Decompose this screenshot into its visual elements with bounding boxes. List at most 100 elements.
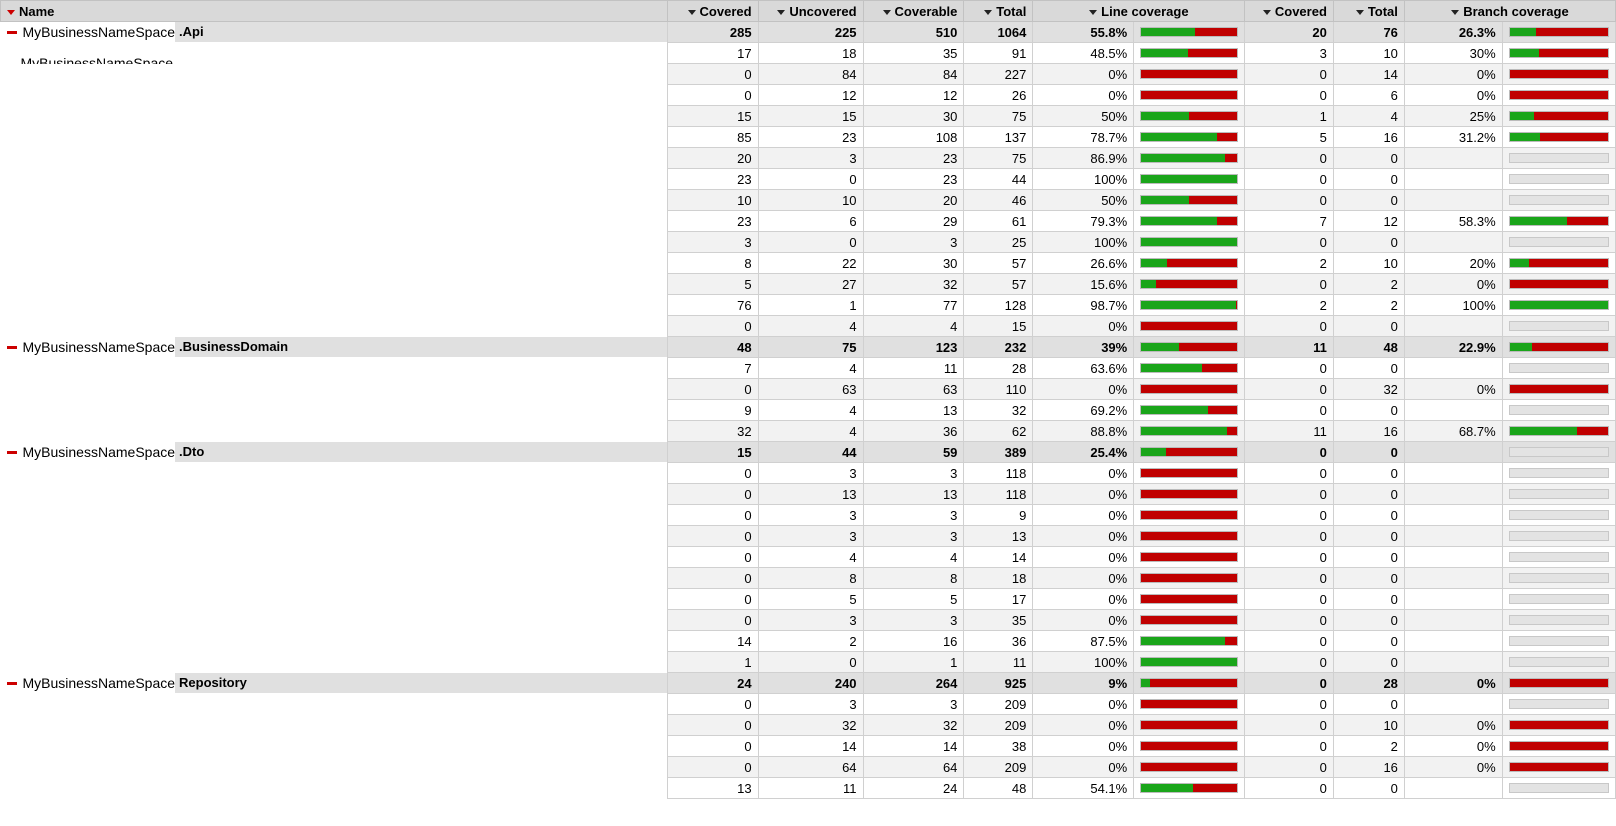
branch-coverage-pct-cell xyxy=(1403,189,1503,211)
class-row[interactable]: 13 11 24 48 54.1% 0 0 xyxy=(0,777,1616,799)
class-row[interactable]: 7 4 11 28 63.6% 0 0 xyxy=(0,357,1616,379)
class-row[interactable]: 0 3 3 209 0% 0 0 xyxy=(0,693,1616,715)
branch-total-column-header[interactable]: Total xyxy=(1332,0,1405,22)
class-row[interactable]: 0 4 4 14 0% 0 0 xyxy=(0,546,1616,568)
class-row[interactable]: 76 1 77 128 98.7% 2 2 100% xyxy=(0,294,1616,316)
line-coverage-bar xyxy=(1133,105,1246,127)
class-row[interactable]: 0 3 3 9 0% 0 0 xyxy=(0,504,1616,526)
coverable-cell: 32 xyxy=(862,714,965,736)
class-row[interactable]: 20 3 23 75 86.9% 0 0 xyxy=(0,147,1616,169)
total-cell: 128 xyxy=(963,294,1034,316)
class-row[interactable]: 8 22 30 57 26.6% 2 10 20% xyxy=(0,252,1616,274)
class-row[interactable]: 0 8 8 18 0% 0 0 xyxy=(0,567,1616,589)
branch-covered-cell: 0 xyxy=(1244,168,1334,190)
coverable-cell: 59 xyxy=(862,441,965,463)
class-row[interactable]: 15 15 30 75 50% 1 4 25% xyxy=(0,105,1616,127)
class-row[interactable]: 1 0 1 11 100% 0 0 xyxy=(0,651,1616,673)
branch-coverage-pct-cell: 0% xyxy=(1403,273,1503,295)
class-row[interactable]: 0 64 64 209 0% 0 16 0% xyxy=(0,756,1616,778)
class-row[interactable]: 0 63 63 110 0% 0 32 0% xyxy=(0,378,1616,400)
class-name-cell xyxy=(0,567,668,589)
class-row[interactable]: 10 10 20 46 50% 0 0 xyxy=(0,189,1616,211)
branch-total-cell: 16 xyxy=(1332,420,1405,442)
branch-coverage-pct-cell: 20% xyxy=(1403,252,1503,274)
total-cell: 46 xyxy=(963,189,1034,211)
class-row[interactable]: 0 3 3 13 0% 0 0 xyxy=(0,525,1616,547)
uncovered-fill xyxy=(1540,133,1608,141)
branch-covered-cell: 5 xyxy=(1244,126,1334,148)
coverable-cell: 3 xyxy=(862,693,965,715)
class-row[interactable]: 23 6 29 61 79.3% 7 12 58.3% xyxy=(0,210,1616,232)
class-row[interactable]: 5 27 32 57 15.6% 0 2 0% xyxy=(0,273,1616,295)
uncovered-cell: 0 xyxy=(757,651,864,673)
class-row[interactable]: MyBusinessNameSpace 17 18 35 91 48.5% 3 10 30% xyxy=(0,42,1616,64)
branch-coverage-bar xyxy=(1501,399,1616,421)
namespace-prefix: MyBusinessNameSpace xyxy=(22,444,176,460)
uncovered-column-header[interactable]: Uncovered xyxy=(757,0,864,22)
namespace-name[interactable]: MyBusinessNameSpace .BusinessDomain xyxy=(0,336,668,358)
class-row[interactable]: 9 4 13 32 69.2% 0 0 xyxy=(0,399,1616,421)
class-row[interactable]: 0 32 32 209 0% 0 10 0% xyxy=(0,714,1616,736)
line-coverage-bar xyxy=(1133,588,1246,610)
coverable-cell: 4 xyxy=(862,315,965,337)
line-coverage-pct-cell: 39% xyxy=(1032,336,1135,358)
class-row[interactable]: 0 84 84 227 0% 0 14 0% xyxy=(0,63,1616,85)
uncovered-fill xyxy=(1217,217,1238,225)
class-row[interactable]: 0 12 12 26 0% 0 6 0% xyxy=(0,84,1616,106)
line-coverage-bar xyxy=(1133,357,1246,379)
coverable-cell: 3 xyxy=(862,525,965,547)
covered-cell: 0 xyxy=(666,714,759,736)
branch-coverage-bar xyxy=(1501,441,1616,463)
collapse-icon[interactable] xyxy=(6,30,17,34)
branch-coverage-bar xyxy=(1501,504,1616,526)
class-row[interactable]: 0 4 4 15 0% 0 0 xyxy=(0,315,1616,337)
covered-cell: 0 xyxy=(666,735,759,757)
sort-down-icon xyxy=(882,9,891,15)
class-row[interactable]: 0 3 3 35 0% 0 0 xyxy=(0,609,1616,631)
uncovered-cell: 3 xyxy=(757,147,864,169)
line-coverage-pct-cell: 15.6% xyxy=(1032,273,1135,295)
branch-coverage-pct-cell: 0% xyxy=(1403,84,1503,106)
collapse-icon[interactable] xyxy=(6,345,17,349)
line-coverage-bar xyxy=(1133,609,1246,631)
collapse-icon[interactable] xyxy=(6,681,17,685)
uncovered-cell: 63 xyxy=(757,378,864,400)
total-cell: 75 xyxy=(963,147,1034,169)
total-column-header[interactable]: Total xyxy=(963,0,1034,22)
namespace-suffix: Repository xyxy=(175,673,667,693)
collapse-icon[interactable] xyxy=(6,450,17,454)
namespace-name[interactable]: MyBusinessNameSpace .Api xyxy=(0,21,668,43)
class-row[interactable]: 0 14 14 38 0% 0 2 0% xyxy=(0,735,1616,757)
branch-covered-column-header[interactable]: Covered xyxy=(1244,0,1334,22)
name-column-header[interactable]: Name xyxy=(0,0,668,22)
uncovered-cell: 4 xyxy=(757,399,864,421)
line-coverage-column-header[interactable]: Line coverage xyxy=(1032,0,1246,22)
branch-coverage-column-header[interactable]: Branch coverage xyxy=(1403,0,1616,22)
namespace-name[interactable]: MyBusinessNameSpace Repository xyxy=(0,672,668,694)
covered-fill xyxy=(1509,343,1533,351)
namespace-group-row[interactable]: MyBusinessNameSpace .BusinessDomain 48 75 12… xyxy=(0,336,1616,358)
covered-column-header[interactable]: Covered xyxy=(666,0,759,22)
class-row[interactable]: 0 3 3 118 0% 0 0 xyxy=(0,462,1616,484)
branch-total-cell: 0 xyxy=(1332,525,1405,547)
namespace-group-row[interactable]: MyBusinessNameSpace .Dto 15 44 59 389 25.4% 0 0 xyxy=(0,441,1616,463)
namespace-group-row[interactable]: MyBusinessNameSpace Repository 24 240 264 925… xyxy=(0,672,1616,694)
class-row[interactable]: 14 2 16 36 87.5% 0 0 xyxy=(0,630,1616,652)
class-name-cell xyxy=(0,378,668,400)
namespace-group-row[interactable]: MyBusinessNameSpace .Api 285 225 510 1064 55.8… xyxy=(0,21,1616,43)
class-row[interactable]: 0 13 13 118 0% 0 0 xyxy=(0,483,1616,505)
class-row[interactable]: 3 0 3 25 100% 0 0 xyxy=(0,231,1616,253)
namespace-name[interactable]: MyBusinessNameSpace .Dto xyxy=(0,441,668,463)
branch-total-cell: 0 xyxy=(1332,357,1405,379)
branch-covered-cell: 7 xyxy=(1244,210,1334,232)
class-row[interactable]: 0 5 5 17 0% 0 0 xyxy=(0,588,1616,610)
branch-total-cell: 16 xyxy=(1332,126,1405,148)
class-row[interactable]: 23 0 23 44 100% 0 0 xyxy=(0,168,1616,190)
line-coverage-bar xyxy=(1133,189,1246,211)
class-row[interactable]: 32 4 36 62 88.8% 11 16 68.7% xyxy=(0,420,1616,442)
line-coverage-pct-cell: 0% xyxy=(1032,315,1135,337)
class-row[interactable]: 85 23 108 137 78.7% 5 16 31.2% xyxy=(0,126,1616,148)
branch-total-cell: 12 xyxy=(1332,210,1405,232)
coverable-column-header[interactable]: Coverable xyxy=(862,0,965,22)
class-name-cell xyxy=(0,525,668,547)
